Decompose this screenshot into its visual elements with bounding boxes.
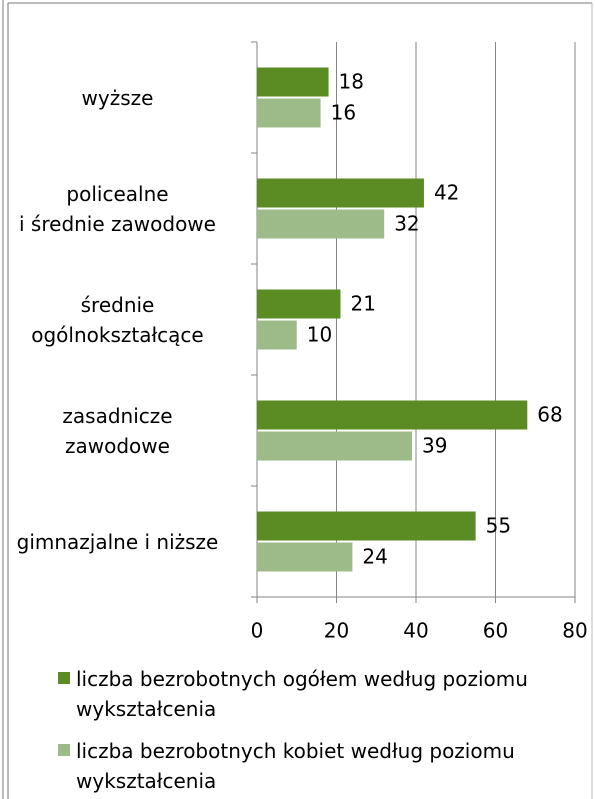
value-label: 24 [362, 545, 387, 569]
bar [257, 289, 341, 319]
bar [257, 67, 329, 97]
bar [257, 431, 413, 461]
legend-label: liczba bezrobotnych kobiet według poziom… [76, 739, 515, 793]
value-label: 21 [350, 292, 375, 316]
legend-label: liczba bezrobotnych ogółem według poziom… [76, 667, 528, 721]
value-label: 18 [339, 70, 364, 94]
x-tick-label: 40 [403, 619, 428, 643]
category-label: gimnazjalne i niższe [16, 529, 219, 554]
value-label: 32 [394, 212, 419, 236]
category-label: zasadnicze zawodowe [62, 403, 173, 458]
bar [257, 178, 424, 208]
value-label: 16 [331, 101, 356, 125]
x-tick-label: 80 [562, 619, 587, 643]
x-tick-label: 0 [251, 619, 264, 643]
category-label: średnie ogólnokształcące [31, 292, 204, 347]
bar [257, 209, 385, 239]
legend-item: liczba bezrobotnych kobiet według poziom… [58, 736, 578, 796]
bar [257, 400, 528, 430]
bar [257, 511, 476, 541]
legend-item: liczba bezrobotnych ogółem według poziom… [58, 664, 578, 724]
x-tick-label: 60 [483, 619, 508, 643]
value-label: 10 [307, 323, 332, 347]
category-label: policealne i średnie zawodowe [19, 181, 216, 236]
bar [257, 320, 297, 350]
bar [257, 542, 353, 572]
x-tick-label: 20 [324, 619, 349, 643]
bar [257, 98, 321, 128]
legend-swatch [58, 672, 70, 684]
legend-swatch [58, 744, 70, 756]
value-label: 68 [537, 403, 562, 427]
value-label: 39 [422, 434, 447, 458]
value-label: 55 [486, 514, 511, 538]
value-label: 42 [434, 181, 459, 205]
category-label: wyższe [81, 85, 154, 110]
